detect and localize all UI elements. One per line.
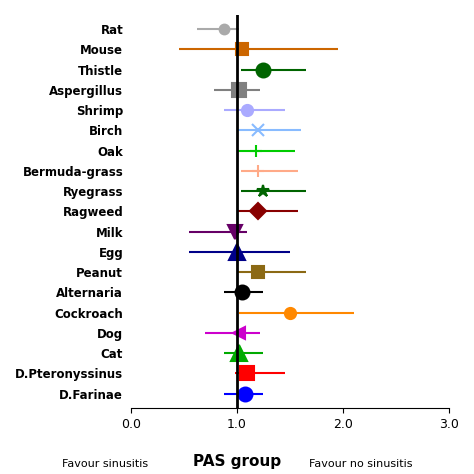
Text: Favour no sinusitis: Favour no sinusitis: [309, 459, 412, 469]
Text: Favour sinusitis: Favour sinusitis: [62, 459, 148, 469]
Text: PAS group: PAS group: [193, 454, 281, 469]
